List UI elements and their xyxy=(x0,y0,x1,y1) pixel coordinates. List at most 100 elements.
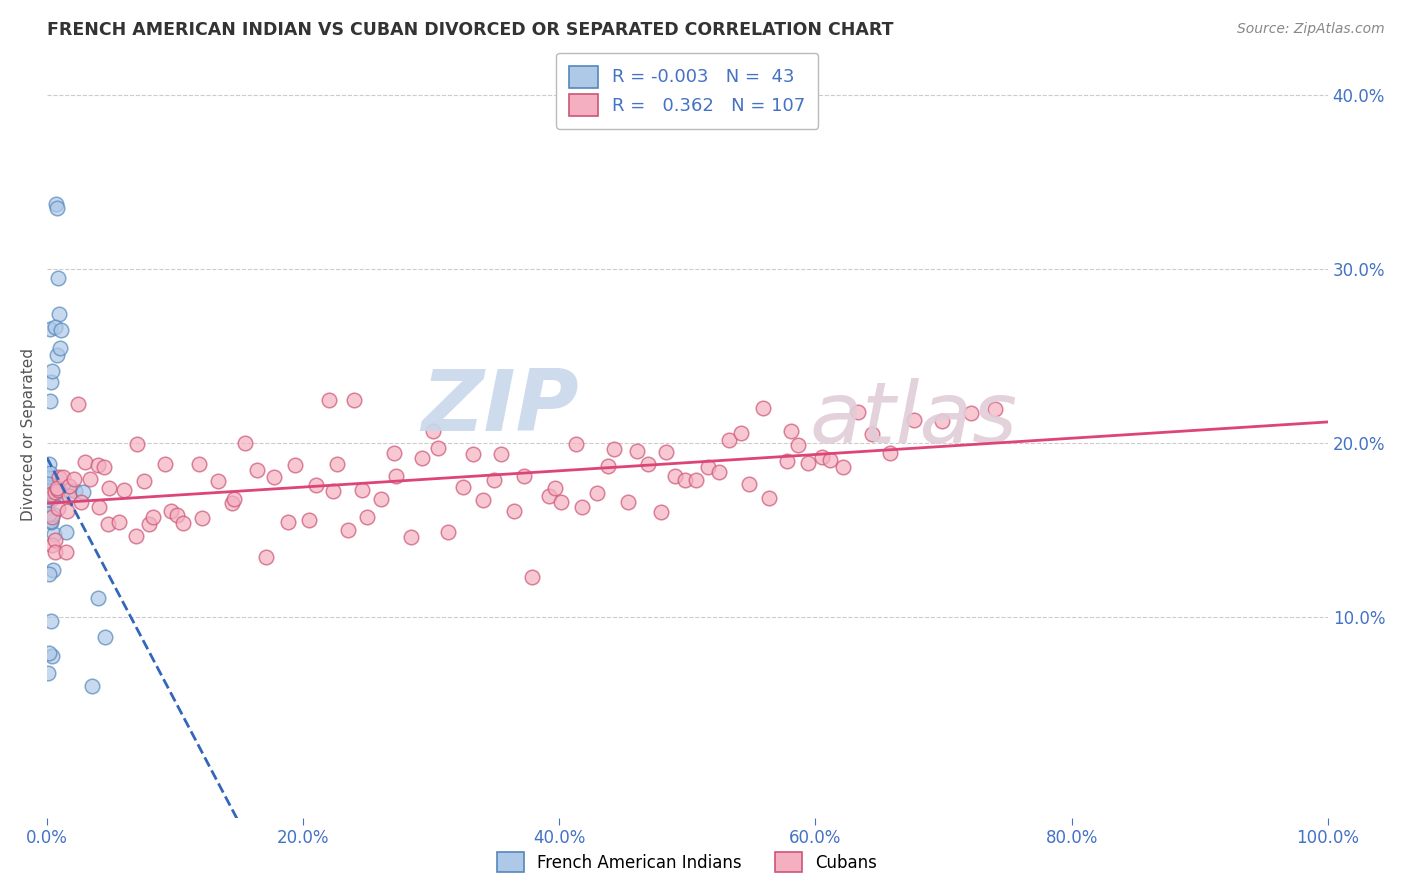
Point xyxy=(482,474,505,488)
Point xyxy=(55,545,77,559)
Point xyxy=(73,455,96,469)
Point xyxy=(49,483,72,498)
Point xyxy=(41,514,63,528)
Point xyxy=(38,483,60,497)
Point xyxy=(960,406,983,420)
Point xyxy=(453,480,475,494)
Point xyxy=(502,504,524,518)
Point xyxy=(637,457,659,471)
Point xyxy=(846,405,869,419)
Point xyxy=(48,500,70,515)
Point xyxy=(38,483,60,498)
Point xyxy=(298,513,321,527)
Point xyxy=(718,433,741,447)
Point xyxy=(685,473,707,487)
Point xyxy=(786,438,808,452)
Point xyxy=(41,491,63,506)
Point xyxy=(617,494,640,508)
Point xyxy=(39,467,62,481)
Y-axis label: Divorced or Separated: Divorced or Separated xyxy=(21,348,35,521)
Point xyxy=(41,539,63,553)
Point xyxy=(63,472,86,486)
Point xyxy=(80,679,103,693)
Point xyxy=(39,470,62,484)
Point xyxy=(571,500,593,514)
Point xyxy=(79,472,101,486)
Point xyxy=(107,515,129,529)
Point xyxy=(537,489,560,503)
Point xyxy=(343,392,366,407)
Point xyxy=(56,504,79,518)
Point xyxy=(461,447,484,461)
Point xyxy=(730,426,752,441)
Point xyxy=(67,396,90,410)
Point xyxy=(284,458,307,472)
Text: atlas: atlas xyxy=(808,378,1017,461)
Point xyxy=(37,467,59,482)
Point xyxy=(58,478,80,492)
Point xyxy=(87,500,110,515)
Point xyxy=(41,648,63,663)
Point xyxy=(51,487,73,501)
Point xyxy=(550,495,572,509)
Text: Source: ZipAtlas.com: Source: ZipAtlas.com xyxy=(1237,22,1385,37)
Point xyxy=(48,271,70,285)
Point xyxy=(39,516,62,530)
Point xyxy=(626,444,648,458)
Point xyxy=(780,425,803,439)
Point xyxy=(350,483,373,498)
Point xyxy=(513,469,536,483)
Point xyxy=(166,508,188,522)
Point xyxy=(602,442,624,457)
Point xyxy=(41,364,63,378)
Point xyxy=(738,477,761,491)
Text: ZIP: ZIP xyxy=(420,367,578,450)
Point xyxy=(37,666,59,681)
Point xyxy=(132,474,155,488)
Point xyxy=(811,450,834,465)
Point xyxy=(72,485,94,500)
Point xyxy=(41,375,63,389)
Point xyxy=(125,437,148,451)
Point xyxy=(752,401,775,416)
Point xyxy=(41,510,63,524)
Point xyxy=(138,516,160,531)
Point xyxy=(52,469,75,483)
Point xyxy=(39,487,62,501)
Point xyxy=(472,493,495,508)
Point xyxy=(318,392,340,407)
Point xyxy=(385,469,408,483)
Point xyxy=(598,458,620,473)
Point xyxy=(44,533,66,547)
Point xyxy=(87,458,110,472)
Point xyxy=(820,452,842,467)
Point xyxy=(246,463,269,477)
Point xyxy=(39,484,62,499)
Point xyxy=(931,414,953,428)
Point xyxy=(191,511,214,525)
Point xyxy=(58,489,80,503)
Legend: French American Indians, Cubans: French American Indians, Cubans xyxy=(491,846,884,879)
Point xyxy=(879,446,901,460)
Point xyxy=(489,447,512,461)
Point xyxy=(93,460,115,475)
Point xyxy=(46,483,69,497)
Point xyxy=(38,567,60,582)
Point xyxy=(222,491,245,506)
Point xyxy=(984,402,1007,417)
Text: FRENCH AMERICAN INDIAN VS CUBAN DIVORCED OR SEPARATED CORRELATION CHART: FRENCH AMERICAN INDIAN VS CUBAN DIVORCED… xyxy=(46,21,893,39)
Point xyxy=(544,481,567,495)
Point xyxy=(326,457,349,471)
Point xyxy=(45,348,67,362)
Point xyxy=(337,524,360,538)
Point xyxy=(696,460,718,475)
Point xyxy=(664,469,686,483)
Point xyxy=(46,481,69,495)
Point xyxy=(142,509,165,524)
Point xyxy=(42,527,65,541)
Point xyxy=(38,457,60,471)
Point xyxy=(650,506,672,520)
Point xyxy=(87,591,110,606)
Point xyxy=(356,509,378,524)
Point xyxy=(44,544,66,558)
